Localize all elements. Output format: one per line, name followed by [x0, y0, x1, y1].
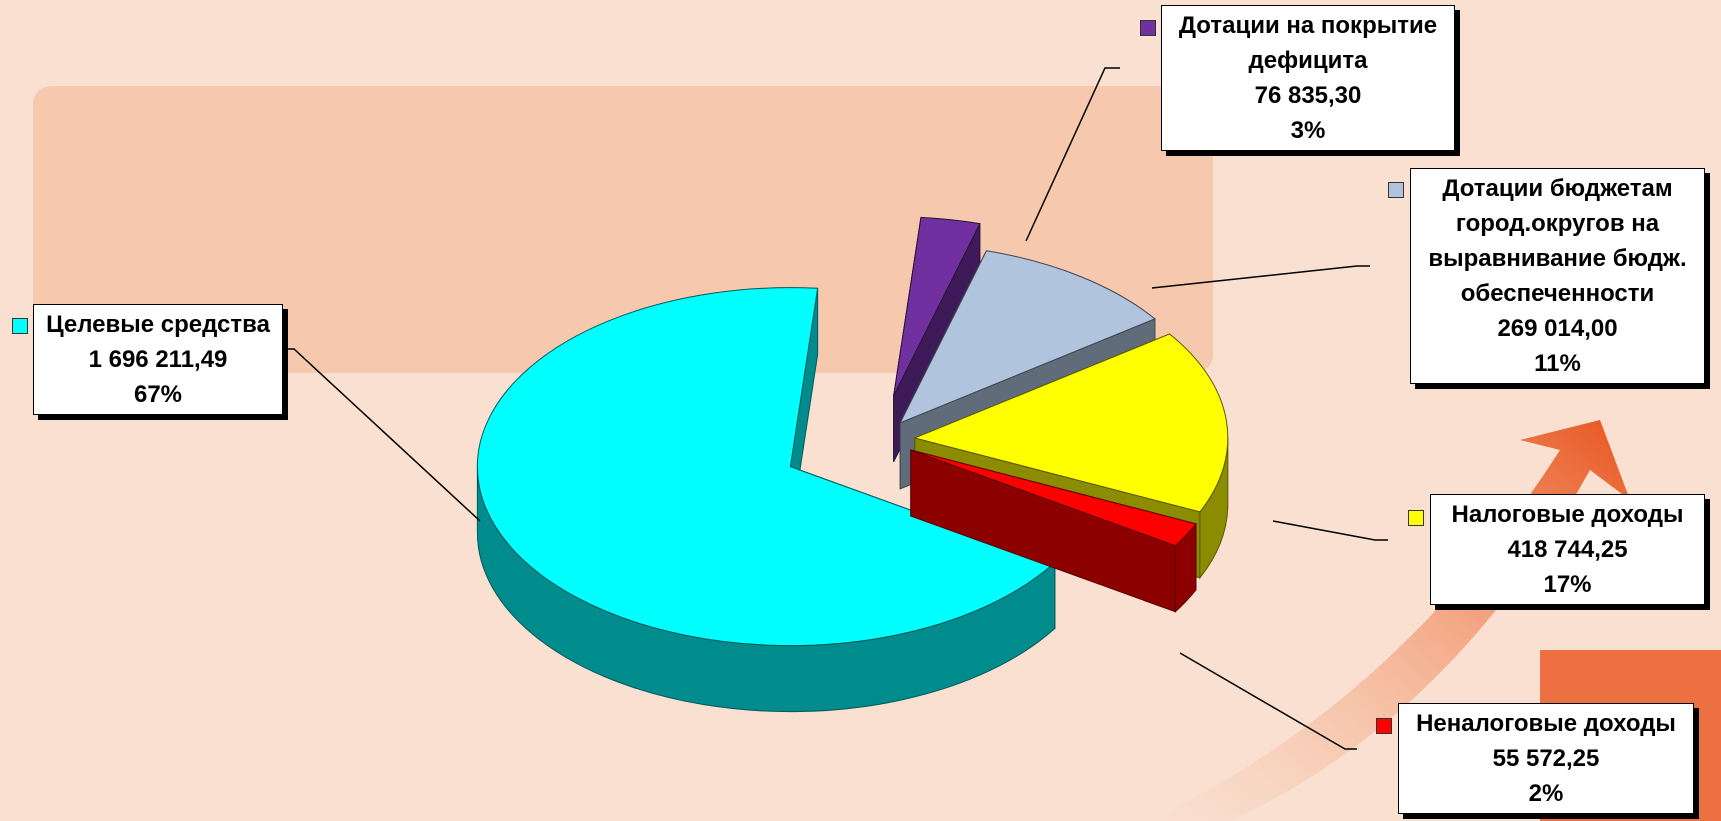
label-value: 269 014,00 [1497, 315, 1618, 342]
data-label: Целевые средства 1 696 211,49 67% [33, 304, 283, 415]
leader-line [1272, 520, 1388, 541]
label-percent: 17% [1543, 571, 1592, 598]
label-percent: 3% [1290, 117, 1326, 144]
legend-swatch [1140, 20, 1156, 36]
slice [899, 250, 1156, 424]
label-name: Неналоговые доходы [1416, 710, 1676, 737]
label-value: 418 744,25 [1507, 536, 1628, 563]
label-name: Налоговые доходы [1451, 501, 1684, 528]
label-percent: 67% [133, 381, 183, 408]
slice [913, 333, 1229, 513]
legend-swatch [1376, 718, 1392, 734]
leader-line [1151, 265, 1370, 289]
data-label: Налоговые доходы 418 744,25 17% [1430, 494, 1705, 605]
label-percent: 2% [1528, 780, 1564, 807]
label-name: Дотации бюджетам город.округов на выравн… [1428, 175, 1687, 307]
leader-line [1179, 652, 1357, 750]
leader-line [283, 348, 481, 522]
slice [893, 216, 981, 396]
slice [910, 449, 1197, 547]
data-label: Неналоговые доходы 55 572,25 2% [1398, 703, 1694, 814]
legend-swatch [12, 318, 28, 334]
data-label: Дотации бюджетам город.округов на выравн… [1410, 168, 1705, 384]
label-percent: 11% [1534, 350, 1581, 377]
pie [476, 216, 1229, 713]
legend-swatch [1388, 182, 1404, 198]
label-value: 76 835,30 [1254, 82, 1362, 109]
data-label: Дотации на покрытие дефицита 76 835,30 3% [1161, 5, 1455, 151]
leader-line [1025, 67, 1120, 242]
leader-lines [283, 67, 1388, 750]
label-name: Дотации на покрытие дефицита [1178, 12, 1438, 74]
legend-swatch [1408, 510, 1424, 526]
label-name: Целевые средства [46, 311, 270, 338]
slice [476, 287, 1056, 647]
label-value: 55 572,25 [1492, 745, 1600, 772]
label-value: 1 696 211,49 [88, 346, 228, 373]
decor-arrow [1150, 420, 1630, 821]
